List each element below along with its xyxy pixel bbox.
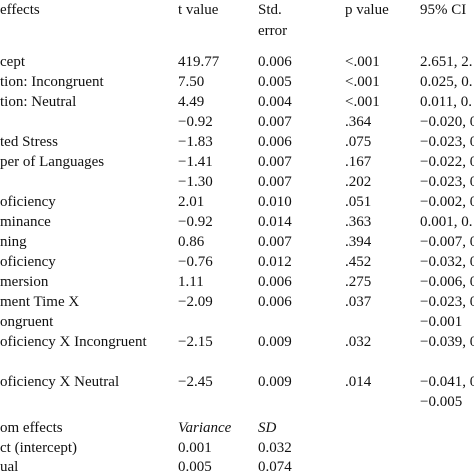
table-cell: .051 bbox=[345, 194, 372, 210]
table-cell: .364 bbox=[345, 114, 372, 130]
table-cell: −0.76 bbox=[178, 254, 213, 270]
table-cell: 419.77 bbox=[178, 54, 220, 70]
table-cell: −2.09 bbox=[178, 294, 213, 310]
random-cell: 0.001 bbox=[178, 440, 212, 456]
table-cell: −0.006, 0. bbox=[420, 274, 474, 290]
table-cell: per of Languages bbox=[0, 154, 105, 170]
header-cell: 95% CI bbox=[420, 2, 467, 18]
table-cell: 0.009 bbox=[258, 334, 292, 350]
table-cell: 0.025, 0. bbox=[420, 74, 473, 90]
table-cell: 0.010 bbox=[258, 194, 292, 210]
header-cell: p value bbox=[345, 2, 389, 18]
table-cell: 7.50 bbox=[178, 74, 205, 90]
table-cell: −0.023, 0. bbox=[420, 174, 474, 190]
table-cell: .167 bbox=[345, 154, 372, 170]
table-cell: 0.006 bbox=[258, 294, 292, 310]
table-cell: tion: Incongruent bbox=[0, 74, 104, 90]
table-cell: −0.041, 0. bbox=[420, 374, 474, 390]
random-cell: ual bbox=[0, 459, 19, 474]
header-cell: t value bbox=[178, 2, 219, 18]
table-cell: minance bbox=[0, 214, 51, 230]
table-cell: 0.004 bbox=[258, 94, 292, 110]
table-cell: −0.032, 0. bbox=[420, 254, 474, 270]
table-cell: 0.007 bbox=[258, 154, 292, 170]
table-cell: −0.92 bbox=[178, 114, 213, 130]
table-cell: −2.15 bbox=[178, 334, 213, 350]
random-cell: 0.032 bbox=[258, 440, 292, 456]
table-cell: −0.023, 0. bbox=[420, 294, 474, 310]
table-cell: 1.11 bbox=[178, 274, 204, 290]
table-cell: .202 bbox=[345, 174, 372, 190]
table-cell: −0.023, 0. bbox=[420, 134, 474, 150]
table-cell: −0.007, 0. bbox=[420, 234, 474, 250]
table-cell: 0.007 bbox=[258, 234, 292, 250]
table-cell: 0.006 bbox=[258, 134, 292, 150]
table-cell: 2.651, 2. bbox=[420, 54, 473, 70]
table-cell: 0.005 bbox=[258, 74, 292, 90]
table-cell: <.001 bbox=[345, 74, 380, 90]
table-cell: oficiency X Incongruent bbox=[0, 334, 147, 350]
table-cell: −0.020, 0. bbox=[420, 114, 474, 130]
table-cell: oficiency X Neutral bbox=[0, 374, 120, 390]
table-cell: .032 bbox=[345, 334, 372, 350]
table-cell: −1.83 bbox=[178, 134, 213, 150]
random-cell: 0.005 bbox=[178, 459, 212, 474]
table-cell: ning bbox=[0, 234, 27, 250]
table-cell: 0.011, 0. bbox=[420, 94, 472, 110]
table-cell: ted Stress bbox=[0, 134, 58, 150]
table-cell: ongruent bbox=[0, 314, 54, 330]
table-cell: mersion bbox=[0, 274, 49, 290]
table-cell: 0.001, 0. bbox=[420, 214, 473, 230]
table-cell: 2.01 bbox=[178, 194, 205, 210]
table-cell: oficiency bbox=[0, 194, 56, 210]
table-cell: −1.41 bbox=[178, 154, 213, 170]
table-cell: <.001 bbox=[345, 54, 380, 70]
table-cell: .075 bbox=[345, 134, 372, 150]
table-cell: .363 bbox=[345, 214, 372, 230]
table-cell: 0.012 bbox=[258, 254, 292, 270]
table-cell: 0.007 bbox=[258, 174, 292, 190]
table-cell: 0.006 bbox=[258, 54, 292, 70]
table-cell: .394 bbox=[345, 234, 372, 250]
header-cell: effects bbox=[0, 2, 40, 18]
table-cell: 0.006 bbox=[258, 274, 292, 290]
random-cell: 0.074 bbox=[258, 459, 292, 474]
table-cell: −0.022, 0. bbox=[420, 154, 474, 170]
random-cell: ct (intercept) bbox=[0, 440, 78, 456]
table-cell: <.001 bbox=[345, 94, 380, 110]
table-cell: cept bbox=[0, 54, 25, 70]
random-header-cell: Variance bbox=[178, 420, 232, 436]
table-cell: .452 bbox=[345, 254, 372, 270]
table-cell: .037 bbox=[345, 294, 372, 310]
table-cell: −2.45 bbox=[178, 374, 213, 390]
table-cell: tion: Neutral bbox=[0, 94, 77, 110]
table-cell: −0.92 bbox=[178, 214, 213, 230]
random-header-cell: SD bbox=[258, 420, 277, 436]
table-cell: 0.009 bbox=[258, 374, 292, 390]
random-header-cell: om effects bbox=[0, 420, 63, 436]
table-cell: −1.30 bbox=[178, 174, 213, 190]
table-cell: −0.001 bbox=[420, 314, 463, 330]
table-cell: .014 bbox=[345, 374, 372, 390]
table-cell: ment Time X bbox=[0, 294, 80, 310]
header-cell: Std. error bbox=[258, 2, 288, 39]
table-cell: 4.49 bbox=[178, 94, 205, 110]
table-cell: .275 bbox=[345, 274, 372, 290]
table-cell: −0.002, 0. bbox=[420, 194, 474, 210]
table-cell: 0.007 bbox=[258, 114, 292, 130]
table-cell: −0.039, 0. bbox=[420, 334, 474, 350]
table-cell: oficiency bbox=[0, 254, 56, 270]
table-cell: −0.005 bbox=[420, 394, 463, 410]
table-cell: 0.86 bbox=[178, 234, 205, 250]
table-cell: 0.014 bbox=[258, 214, 292, 230]
